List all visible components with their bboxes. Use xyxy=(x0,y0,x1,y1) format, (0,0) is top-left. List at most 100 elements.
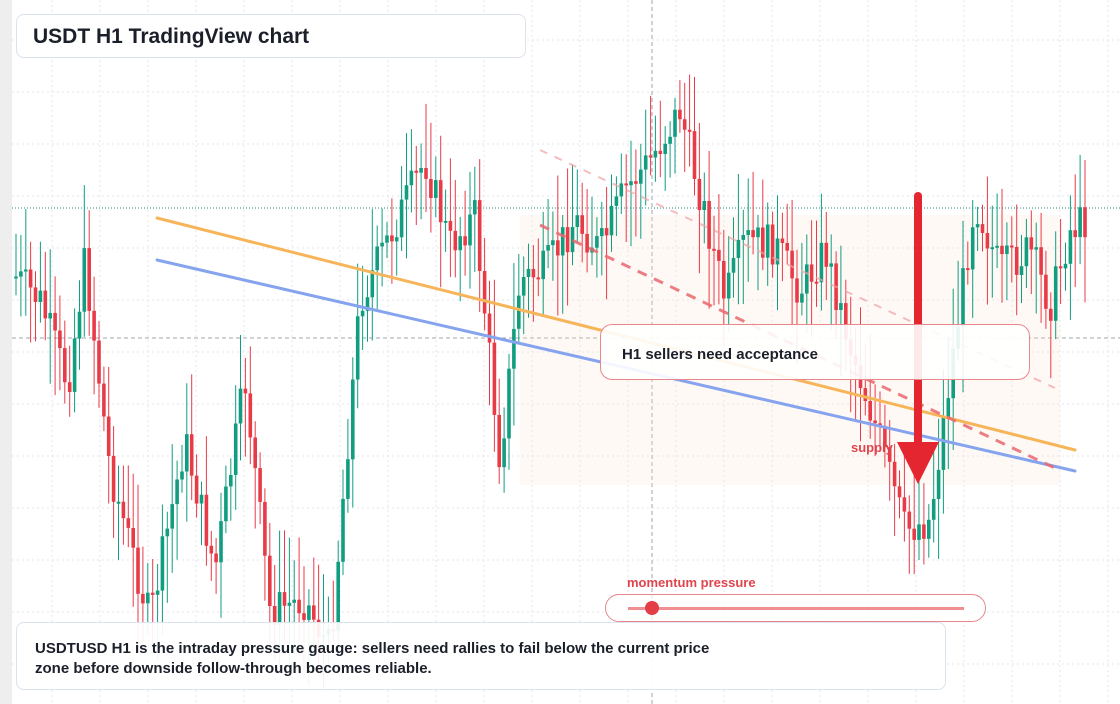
candle-body xyxy=(692,131,697,179)
candle-body xyxy=(697,178,702,210)
candle-body xyxy=(224,486,228,522)
momentum-track-bar xyxy=(628,607,964,610)
candle-body xyxy=(263,501,267,556)
candle-body xyxy=(1019,266,1024,275)
candle-body xyxy=(658,150,663,154)
candle-body xyxy=(292,599,296,603)
candle-body xyxy=(595,236,599,248)
candle-body xyxy=(175,479,179,505)
candle-body xyxy=(775,238,780,265)
candle-body xyxy=(946,398,951,418)
candle-body xyxy=(741,235,746,240)
candle-body xyxy=(878,423,882,426)
candle-body xyxy=(1049,308,1053,321)
candle-body xyxy=(687,129,692,132)
candle-body xyxy=(160,536,165,591)
candle-body xyxy=(1083,207,1087,238)
candle-body xyxy=(399,199,404,238)
candle-body xyxy=(624,183,628,186)
candle-body xyxy=(443,220,448,223)
candle-body xyxy=(897,486,902,498)
candle-body xyxy=(892,461,897,487)
candle-body xyxy=(609,205,614,236)
candle-body xyxy=(887,447,892,462)
candle-body xyxy=(1014,246,1019,275)
candle-body xyxy=(38,290,43,302)
candle-body xyxy=(902,497,907,512)
candle-body xyxy=(414,170,419,173)
candle-body xyxy=(673,109,677,137)
candle-body xyxy=(438,180,443,223)
candle-body xyxy=(517,295,521,329)
candle-body xyxy=(970,227,975,270)
candle-body xyxy=(1063,263,1068,269)
candle-body xyxy=(424,168,428,179)
candle-body xyxy=(546,245,550,251)
candle-body xyxy=(67,382,72,392)
candle-body xyxy=(985,233,990,249)
candle-body xyxy=(102,383,106,417)
candle-body xyxy=(585,233,589,253)
chart-left-border xyxy=(0,0,12,704)
candle-body xyxy=(1058,266,1063,269)
candle-body xyxy=(463,236,467,246)
candle-body xyxy=(712,248,716,251)
candle-body xyxy=(805,264,809,294)
candle-body xyxy=(409,170,414,186)
candle-body xyxy=(258,468,262,502)
candle-body xyxy=(731,258,736,273)
candle-body xyxy=(936,469,941,499)
candle-body xyxy=(648,155,653,158)
candle-body xyxy=(829,263,833,267)
candle-body xyxy=(106,416,111,456)
candle-body xyxy=(912,528,916,540)
candle-body xyxy=(19,271,23,277)
candle-body xyxy=(682,119,687,130)
candle-body xyxy=(336,561,340,632)
candle-body xyxy=(570,227,575,253)
candle-body xyxy=(746,230,750,235)
candle-body xyxy=(170,504,174,529)
candle-body xyxy=(209,545,214,554)
candle-body xyxy=(468,214,472,246)
candle-body xyxy=(643,155,648,170)
candle-body xyxy=(907,511,912,529)
candle-body xyxy=(1073,230,1077,238)
candle-body xyxy=(287,602,292,606)
candle-body xyxy=(312,605,316,620)
candle-body xyxy=(521,277,526,296)
candle-body xyxy=(214,553,218,563)
candle-body xyxy=(619,183,624,197)
candle-body xyxy=(360,310,365,317)
candle-body xyxy=(370,270,375,298)
candle-body xyxy=(873,420,877,424)
candle-body xyxy=(560,227,565,256)
candle-body xyxy=(1010,245,1014,248)
candle-body xyxy=(58,330,62,349)
down-arrow-head xyxy=(897,442,939,484)
candle-body xyxy=(531,268,536,278)
candle-body xyxy=(1000,245,1004,254)
candle-body xyxy=(502,438,506,468)
candle-body xyxy=(1044,274,1048,309)
candle-body xyxy=(365,297,370,311)
candle-body xyxy=(385,235,389,243)
candle-body xyxy=(307,605,311,620)
candle-body xyxy=(604,228,609,236)
candle-body xyxy=(941,417,946,470)
candle-body xyxy=(14,276,18,279)
candle-body xyxy=(565,227,570,253)
candle-body xyxy=(111,455,116,502)
momentum-label: momentum pressure xyxy=(627,575,756,590)
candle-body xyxy=(756,227,760,238)
candle-body xyxy=(43,290,48,319)
candle-body xyxy=(990,247,995,250)
momentum-slider[interactable] xyxy=(605,594,986,622)
candle-body xyxy=(390,235,394,242)
candle-body xyxy=(482,271,487,314)
candle-body xyxy=(726,272,731,299)
candle-body xyxy=(1053,266,1058,321)
candle-body xyxy=(839,303,843,310)
momentum-knob[interactable] xyxy=(644,601,659,615)
